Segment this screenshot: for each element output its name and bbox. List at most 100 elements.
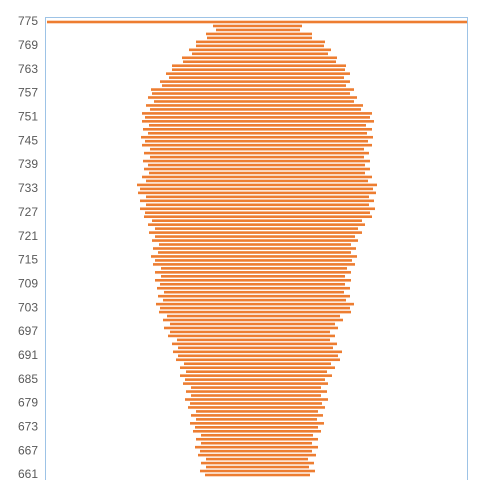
bar-segment	[213, 24, 302, 28]
bar-segment	[45, 462, 201, 465]
bar-segment	[191, 386, 321, 389]
bar-segment	[159, 243, 351, 246]
bar-segment	[45, 41, 196, 44]
bar-segment	[159, 310, 351, 314]
bar-segment	[170, 322, 335, 326]
bar-segment	[160, 80, 350, 83]
bar-segment	[164, 290, 344, 294]
y-tick-label: 715	[18, 253, 38, 267]
bar-segment	[45, 259, 155, 262]
bar-segment	[45, 354, 178, 357]
bar-segment	[196, 437, 318, 441]
bar-segment	[195, 426, 318, 429]
bar-segment	[45, 29, 216, 32]
bar-segment	[45, 148, 150, 151]
bar-segment	[185, 378, 325, 381]
bar-segment	[45, 215, 144, 218]
bar-segment	[45, 203, 146, 206]
bar-segment	[45, 422, 190, 425]
bar-segment	[157, 286, 350, 290]
bar-segment	[191, 394, 321, 397]
bar-segment	[45, 426, 195, 429]
bar-segment	[45, 168, 144, 171]
bar-segment	[45, 239, 152, 242]
bar-segment	[45, 366, 180, 369]
bar-segment	[146, 195, 369, 199]
bar-segment	[45, 227, 155, 230]
bar-segment	[196, 40, 325, 44]
bar-segment	[45, 430, 193, 433]
bar-segment	[189, 48, 331, 52]
y-tick-label: 751	[18, 110, 38, 124]
bar-segment	[150, 155, 364, 159]
bar-segment	[45, 116, 145, 119]
bar-segment	[206, 465, 309, 469]
bar-segment	[45, 184, 137, 187]
bar-segment	[45, 200, 140, 203]
bar-segment	[172, 68, 345, 71]
bar-segment	[164, 326, 338, 330]
bar-segment	[148, 131, 367, 135]
bar-segment	[201, 433, 313, 437]
bar-segment	[45, 327, 164, 330]
bar-segment	[153, 247, 356, 250]
bar-segment	[196, 410, 318, 413]
bar-segment	[45, 251, 158, 254]
bar-segment	[148, 223, 365, 226]
y-tick-label: 763	[18, 62, 38, 76]
bar-segment	[45, 271, 155, 274]
bar-segment	[45, 49, 189, 52]
bar-segment	[169, 76, 344, 79]
bar-segment	[45, 311, 159, 314]
bar-segment	[45, 211, 145, 214]
bar-segment	[180, 374, 332, 377]
y-tick-label: 685	[18, 372, 38, 386]
bar-segment	[45, 343, 172, 346]
bar-segment	[148, 163, 365, 167]
bar-segment	[45, 160, 143, 163]
bar-segment	[45, 231, 149, 234]
bar-segment	[161, 275, 345, 278]
bar-segment	[178, 354, 338, 358]
bar-segment	[206, 32, 312, 36]
bar-segment	[148, 96, 357, 99]
bar-segment	[45, 398, 185, 401]
bar-segment	[153, 263, 355, 266]
bar-segment	[190, 402, 322, 405]
y-tick-label: 697	[18, 324, 38, 338]
bar-segment	[45, 303, 156, 306]
bar-segment	[45, 156, 150, 159]
bar-segment	[45, 335, 168, 338]
bar-segment	[45, 80, 160, 83]
bar-segment	[45, 140, 145, 143]
bar-segment	[45, 128, 143, 131]
bar-segment	[178, 346, 333, 350]
bar-segment	[142, 143, 372, 147]
bar-segment	[155, 278, 351, 282]
y-tick-label: 769	[18, 38, 38, 52]
bar-segment	[45, 351, 173, 354]
plot-frame	[45, 17, 468, 480]
bar-segment	[45, 370, 186, 373]
bar-segment	[45, 458, 206, 461]
bar-segment	[45, 267, 161, 270]
bar-segment	[201, 441, 312, 445]
bar-segment	[45, 474, 205, 477]
bar-segment	[146, 203, 369, 207]
bar-segment	[45, 120, 142, 123]
bar-segment	[45, 466, 206, 469]
bar-segment	[45, 382, 183, 385]
bar-segment	[45, 247, 153, 250]
bar-segment	[151, 88, 354, 91]
bar-segment	[141, 135, 373, 139]
bar-segment	[45, 45, 196, 48]
bar-segment	[45, 108, 150, 111]
y-tick-label: 739	[18, 157, 38, 171]
bar-segment	[163, 318, 343, 322]
bar-segment	[45, 52, 192, 55]
bar-segment	[45, 307, 160, 310]
bar-segment	[45, 144, 142, 147]
bar-segment	[161, 267, 347, 270]
bar-segment	[158, 294, 350, 298]
bar-segment	[45, 299, 163, 302]
